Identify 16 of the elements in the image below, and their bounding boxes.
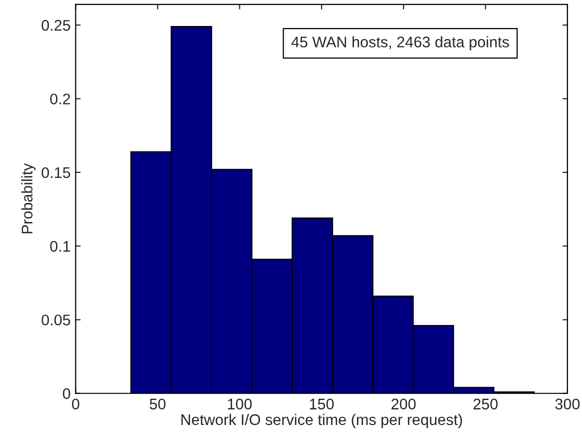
y-tick-label: 0.1 (50, 240, 70, 252)
x-tick-label: 250 (474, 398, 498, 410)
y-axis-title: Probability (21, 163, 36, 234)
x-tick-label: 100 (228, 398, 252, 410)
x-tick-label: 200 (392, 398, 416, 410)
y-tick-label: 0.2 (50, 94, 70, 104)
y-tick-label: 0.05 (42, 314, 70, 326)
x-tick-label: 0 (72, 398, 80, 410)
x-axis-title: Network I/O service time (ms per request) (181, 414, 462, 428)
annotation: 45 WAN hosts, 2463 data points (291, 36, 509, 50)
x-tick-label: 50 (150, 398, 166, 410)
x-tick-label: 150 (310, 398, 334, 410)
y-tick-label: 0.25 (42, 20, 70, 31)
y-tick-label: 0 (62, 388, 70, 400)
y-tick-label: 0.15 (42, 167, 70, 178)
x-tick-label: 300 (555, 398, 580, 410)
